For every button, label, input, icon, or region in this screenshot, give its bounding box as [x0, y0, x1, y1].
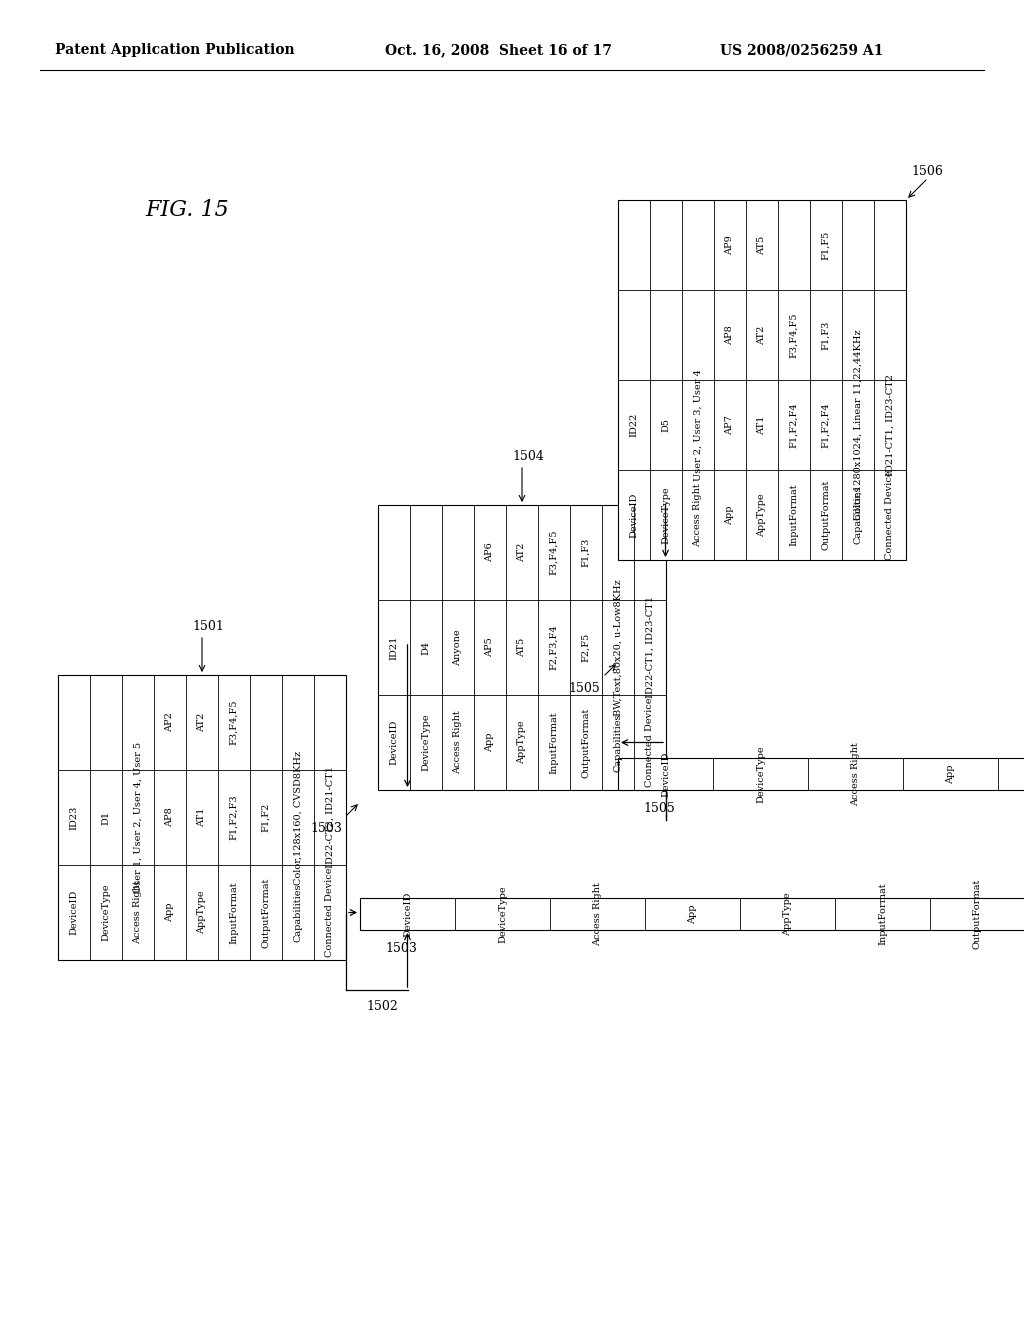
Text: Access Right: Access Right — [693, 483, 702, 546]
Text: InputFormat: InputFormat — [790, 483, 799, 546]
Text: AP2: AP2 — [166, 713, 174, 733]
Text: 1502: 1502 — [367, 1001, 398, 1012]
Text: DeviceType: DeviceType — [498, 886, 507, 942]
Text: F1,F2,F3: F1,F2,F3 — [229, 795, 239, 841]
Text: ID22: ID22 — [630, 413, 639, 437]
Text: F3,F4,F5: F3,F4,F5 — [229, 700, 239, 746]
Text: AT2: AT2 — [517, 543, 526, 562]
Text: F1,F2,F4: F1,F2,F4 — [821, 403, 830, 447]
Text: BW,Text,80x20, u-Low8KHz: BW,Text,80x20, u-Low8KHz — [613, 579, 623, 715]
Text: Oct. 16, 2008  Sheet 16 of 17: Oct. 16, 2008 Sheet 16 of 17 — [385, 44, 612, 57]
Text: DeviceID: DeviceID — [70, 890, 79, 935]
Bar — [618, 201, 906, 560]
Text: InputFormat: InputFormat — [878, 883, 887, 945]
Text: D5: D5 — [662, 418, 671, 432]
Text: Connected Device: Connected Device — [886, 470, 895, 560]
Text: AP5: AP5 — [485, 638, 495, 657]
Text: Capabilities: Capabilities — [613, 713, 623, 772]
Text: D4: D4 — [422, 640, 430, 655]
Text: AP9: AP9 — [725, 235, 734, 255]
Text: 1503: 1503 — [310, 822, 342, 836]
Text: ID21: ID21 — [389, 635, 398, 660]
Text: AppType: AppType — [783, 892, 792, 936]
Bar — [378, 506, 666, 789]
Text: OutputFormat: OutputFormat — [582, 708, 591, 777]
Text: AT5: AT5 — [517, 638, 526, 657]
Text: OutputFormat: OutputFormat — [973, 879, 982, 949]
Text: F2,F5: F2,F5 — [582, 632, 591, 663]
Text: User 2, User 3, User 4: User 2, User 3, User 4 — [693, 370, 702, 480]
Text: F2,F3,F4: F2,F3,F4 — [550, 624, 558, 671]
Text: Access Right: Access Right — [851, 742, 860, 807]
Text: AT1: AT1 — [198, 808, 207, 828]
Text: AT1: AT1 — [758, 416, 767, 434]
Text: AP6: AP6 — [485, 543, 495, 562]
Text: US 2008/0256259 A1: US 2008/0256259 A1 — [720, 44, 884, 57]
Text: App: App — [166, 903, 174, 923]
Text: OutputFormat: OutputFormat — [821, 479, 830, 550]
Text: Connected Device: Connected Device — [326, 867, 335, 957]
Text: F1,F2: F1,F2 — [261, 803, 270, 832]
Text: AppType: AppType — [517, 721, 526, 764]
Text: F1,F3: F1,F3 — [582, 537, 591, 568]
Text: App: App — [725, 506, 734, 525]
Text: ID22-CT2, ID21-CT1: ID22-CT2, ID21-CT1 — [326, 767, 335, 869]
Text: AT5: AT5 — [758, 235, 767, 255]
Text: 1504: 1504 — [512, 450, 544, 463]
Bar — [618, 758, 1024, 789]
Text: F1,F3: F1,F3 — [821, 321, 830, 350]
Text: DeviceType: DeviceType — [756, 746, 765, 803]
Text: InputFormat: InputFormat — [229, 882, 239, 944]
Text: ID21-CT1, ID23-CT2: ID21-CT1, ID23-CT2 — [886, 374, 895, 477]
Bar — [360, 898, 1024, 931]
Bar — [58, 675, 346, 960]
Text: OutputFormat: OutputFormat — [261, 878, 270, 948]
Text: ID22-CT1, ID23-CT1: ID22-CT1, ID23-CT1 — [645, 597, 654, 698]
Text: F1,F2,F4: F1,F2,F4 — [790, 403, 799, 447]
Text: AT2: AT2 — [758, 325, 767, 345]
Text: Access Right: Access Right — [593, 882, 602, 946]
Text: Access Right: Access Right — [454, 710, 463, 775]
Text: FIG. 15: FIG. 15 — [145, 199, 228, 220]
Text: 1503: 1503 — [385, 942, 417, 954]
Text: D1: D1 — [101, 810, 111, 825]
Text: Connected Device: Connected Device — [645, 698, 654, 787]
Text: DeviceID: DeviceID — [630, 492, 639, 537]
Text: AP8: AP8 — [166, 808, 174, 828]
Text: Anyone: Anyone — [454, 630, 463, 665]
Text: Access Right: Access Right — [133, 880, 142, 944]
Text: F3,F4,F5: F3,F4,F5 — [550, 529, 558, 576]
Text: Capabilities: Capabilities — [294, 883, 302, 941]
Text: 1505: 1505 — [568, 682, 600, 696]
Text: Patent Application Publication: Patent Application Publication — [55, 44, 295, 57]
Text: DeviceType: DeviceType — [101, 883, 111, 941]
Text: 1501: 1501 — [193, 620, 224, 634]
Text: InputFormat: InputFormat — [550, 711, 558, 774]
Text: F3,F4,F5: F3,F4,F5 — [790, 313, 799, 358]
Text: DeviceID: DeviceID — [403, 891, 412, 937]
Text: ID23: ID23 — [70, 805, 79, 830]
Text: AppType: AppType — [198, 891, 207, 935]
Text: 1505: 1505 — [643, 803, 675, 814]
Text: DeviceType: DeviceType — [422, 714, 430, 771]
Text: DeviceType: DeviceType — [662, 486, 671, 544]
Text: User 1, User 2, User 4, User 5: User 1, User 2, User 4, User 5 — [133, 742, 142, 894]
Text: App: App — [688, 904, 697, 924]
Text: AP7: AP7 — [725, 414, 734, 434]
Text: App: App — [485, 733, 495, 752]
Text: F1,F5: F1,F5 — [821, 231, 830, 260]
Text: Color,1280x1024, Linear 11,22,44KHz: Color,1280x1024, Linear 11,22,44KHz — [853, 330, 862, 520]
Text: AT2: AT2 — [198, 713, 207, 733]
Text: Capabilities: Capabilities — [853, 486, 862, 544]
Text: DeviceID: DeviceID — [662, 751, 670, 797]
Text: AP8: AP8 — [725, 325, 734, 345]
Text: DeviceID: DeviceID — [389, 719, 398, 766]
Text: Color,128x160, CVSD8KHz: Color,128x160, CVSD8KHz — [294, 751, 302, 884]
Text: App: App — [946, 764, 955, 784]
Text: AppType: AppType — [758, 494, 767, 537]
Text: 1506: 1506 — [911, 165, 943, 178]
